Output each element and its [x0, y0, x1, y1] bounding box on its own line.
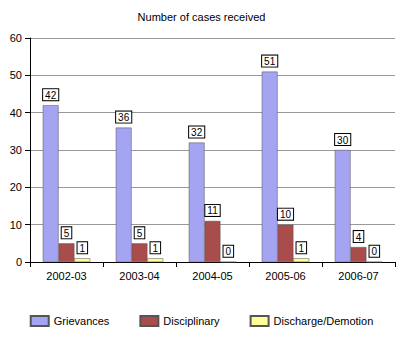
svg-text:0: 0 — [16, 256, 22, 268]
svg-text:4: 4 — [356, 232, 362, 243]
svg-text:36: 36 — [118, 112, 130, 123]
svg-text:1: 1 — [153, 243, 159, 254]
svg-text:1: 1 — [80, 243, 86, 254]
svg-text:2003-04: 2003-04 — [119, 270, 159, 282]
svg-text:40: 40 — [10, 107, 22, 119]
svg-text:5: 5 — [64, 228, 70, 239]
svg-text:2005-06: 2005-06 — [265, 270, 305, 282]
svg-text:2002-03: 2002-03 — [46, 270, 86, 282]
svg-text:5: 5 — [137, 228, 143, 239]
svg-text:11: 11 — [207, 205, 218, 216]
svg-text:Disciplinary: Disciplinary — [163, 315, 220, 327]
svg-text:2004-05: 2004-05 — [192, 270, 232, 282]
svg-text:2006-07: 2006-07 — [338, 270, 378, 282]
svg-text:50: 50 — [10, 69, 22, 81]
svg-text:1: 1 — [299, 243, 305, 254]
svg-text:42: 42 — [45, 90, 57, 101]
svg-text:60: 60 — [10, 32, 22, 44]
svg-text:32: 32 — [191, 127, 203, 138]
svg-text:10: 10 — [280, 209, 292, 220]
svg-text:0: 0 — [226, 246, 232, 257]
svg-text:30: 30 — [10, 144, 22, 156]
svg-text:20: 20 — [10, 181, 22, 193]
svg-text:30: 30 — [337, 135, 349, 146]
svg-text:Number of cases received: Number of cases received — [138, 11, 266, 23]
svg-text:51: 51 — [264, 56, 276, 67]
svg-text:Grievances: Grievances — [54, 315, 110, 327]
svg-text:Discharge/Demotion: Discharge/Demotion — [274, 315, 374, 327]
svg-text:10: 10 — [10, 219, 22, 231]
svg-text:0: 0 — [372, 246, 378, 257]
